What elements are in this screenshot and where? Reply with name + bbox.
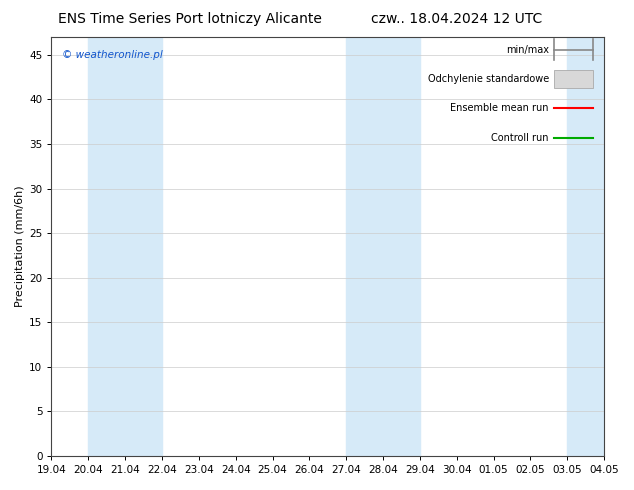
Bar — [555, 70, 593, 88]
Bar — [346, 37, 420, 456]
Text: czw.. 18.04.2024 12 UTC: czw.. 18.04.2024 12 UTC — [371, 12, 542, 26]
Text: Ensemble mean run: Ensemble mean run — [450, 103, 549, 113]
Text: Controll run: Controll run — [491, 133, 549, 143]
Text: min/max: min/max — [506, 45, 549, 54]
Text: ENS Time Series Port lotniczy Alicante: ENS Time Series Port lotniczy Alicante — [58, 12, 322, 26]
Bar — [88, 37, 162, 456]
Text: Odchylenie standardowe: Odchylenie standardowe — [428, 74, 549, 84]
Text: © weatheronline.pl: © weatheronline.pl — [63, 49, 163, 60]
Bar — [567, 37, 604, 456]
Y-axis label: Precipitation (mm/6h): Precipitation (mm/6h) — [15, 186, 25, 307]
